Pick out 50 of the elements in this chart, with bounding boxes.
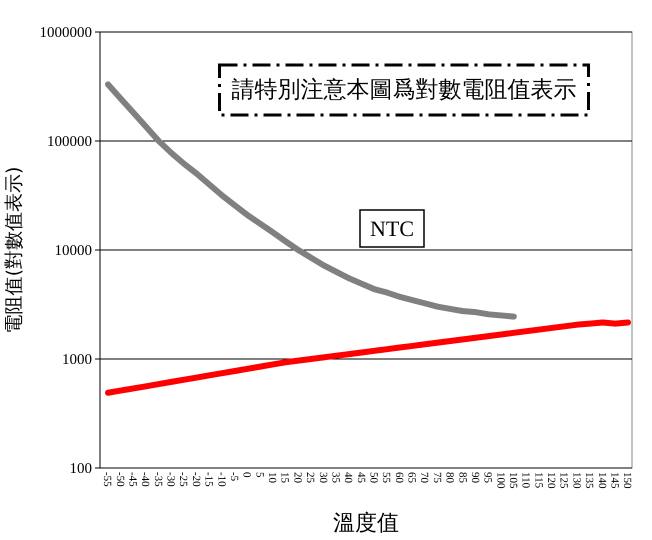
series-label: NTC <box>370 216 414 241</box>
x-tick-label: -20 <box>190 472 202 488</box>
x-tick-label: 75 <box>430 472 443 484</box>
x-tick-label: 70 <box>418 472 430 484</box>
x-tick-label: 135 <box>583 472 596 489</box>
y-tick-label: 100000 <box>47 134 92 150</box>
x-tick-label: 15 <box>278 472 291 484</box>
x-tick-label: 140 <box>596 472 608 489</box>
x-tick-label: 80 <box>444 472 456 484</box>
x-tick-label: -55 <box>101 472 114 488</box>
x-tick-label: 5 <box>253 472 266 478</box>
x-tick-label: 20 <box>291 472 304 484</box>
x-tick-label: -50 <box>114 472 126 488</box>
x-tick-label: 30 <box>316 472 329 484</box>
x-axis-title: 溫度值 <box>333 511 399 536</box>
x-tick-label: 85 <box>456 472 468 484</box>
x-tick-label: -5 <box>228 472 240 482</box>
x-tick-label: -35 <box>152 472 164 488</box>
x-tick-label: 25 <box>304 472 316 484</box>
x-tick-label: -25 <box>177 472 190 488</box>
x-tick-label: 40 <box>342 472 354 484</box>
x-tick-label: 55 <box>380 472 392 484</box>
x-tick-label: 105 <box>507 472 520 489</box>
x-tick-label: 120 <box>545 472 558 489</box>
x-tick-label: 100 <box>494 472 506 489</box>
y-tick-label: 10000 <box>54 242 92 259</box>
y-axis-title: 電阻值(對數值表示) <box>3 166 25 334</box>
x-tick-label: 125 <box>558 472 570 489</box>
x-tick-label: 110 <box>520 472 532 489</box>
x-tick-label: 35 <box>329 472 342 484</box>
x-tick-label: -15 <box>202 472 215 488</box>
y-tick-label: 1000 <box>62 352 92 368</box>
x-tick-label: 0 <box>240 472 253 478</box>
x-tick-label: -10 <box>215 472 228 488</box>
x-tick-label: 10 <box>266 472 278 484</box>
x-tick-label: -30 <box>164 472 177 488</box>
x-tick-label: 145 <box>608 472 620 489</box>
x-tick-label: 130 <box>570 472 582 489</box>
x-tick-label: 150 <box>621 472 634 489</box>
x-tick-label: -40 <box>139 472 152 488</box>
x-tick-label: 60 <box>392 472 405 484</box>
x-tick-label: 115 <box>532 472 544 489</box>
y-tick-label: 1000000 <box>40 24 92 41</box>
x-tick-label: 90 <box>468 472 481 484</box>
x-tick-label: 50 <box>367 472 380 484</box>
x-tick-label: -45 <box>126 472 139 488</box>
x-tick-label: 65 <box>406 472 418 484</box>
annotation: 請特別注意本圖爲對數電阻值表示 <box>232 77 576 103</box>
x-tick-label: 95 <box>482 472 494 484</box>
x-tick-label: 45 <box>354 472 367 484</box>
